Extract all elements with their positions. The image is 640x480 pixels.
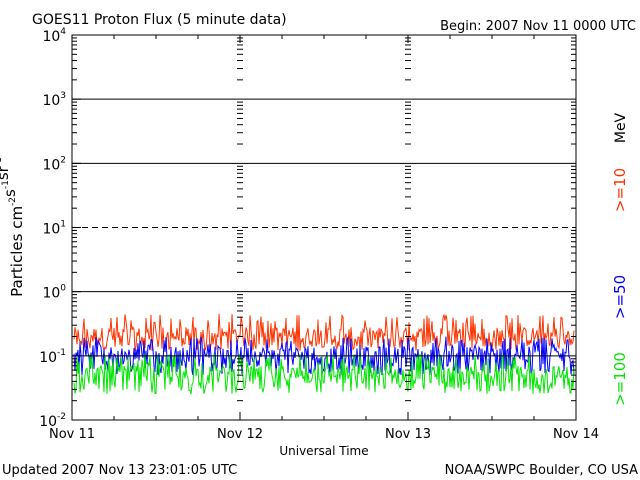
legend-series-ge50: >=50	[611, 275, 629, 319]
legend-series-ge10: >=10	[611, 168, 629, 212]
chart-title: GOES11 Proton Flux (5 minute data)	[32, 12, 287, 28]
footer-source: NOAA/SWPC Boulder, CO USA	[445, 463, 638, 478]
y-tick-label: 10-2	[39, 412, 66, 430]
x-tick-label: Nov 14	[553, 427, 599, 442]
footer-updated: Updated 2007 Nov 13 23:01:05 UTC	[2, 463, 237, 478]
y-tick-label: 100	[42, 284, 66, 302]
grid-layer	[71, 35, 577, 421]
legend-unit-label: MeV	[613, 112, 629, 143]
y-tick-labels: 10-2 10-1 100 101 102 103 104	[39, 27, 66, 430]
begin-label: Begin: 2007 Nov 11 0000 UTC	[440, 19, 636, 34]
y-tick-label: 102	[42, 155, 66, 173]
x-tick-label: Nov 13	[385, 427, 431, 442]
legend-series-ge100: >=100	[611, 352, 629, 406]
y-tick-label: 101	[42, 220, 66, 238]
plot-frame	[71, 34, 577, 421]
series-line-ge100	[73, 353, 575, 395]
y-tick-label: 104	[42, 27, 66, 45]
x-tick-label: Nov 11	[49, 427, 95, 442]
x-tick-labels: Nov 11 Nov 12 Nov 13 Nov 14	[49, 427, 599, 442]
x-axis-label: Universal Time	[279, 444, 368, 458]
y-tick-label: 103	[42, 91, 66, 109]
series-layer	[73, 313, 575, 395]
x-tick-label: Nov 12	[217, 427, 263, 442]
y-axis-label: Particles cm-2s-1sr-1	[0, 157, 26, 297]
y-tick-label: 10-1	[39, 348, 66, 366]
